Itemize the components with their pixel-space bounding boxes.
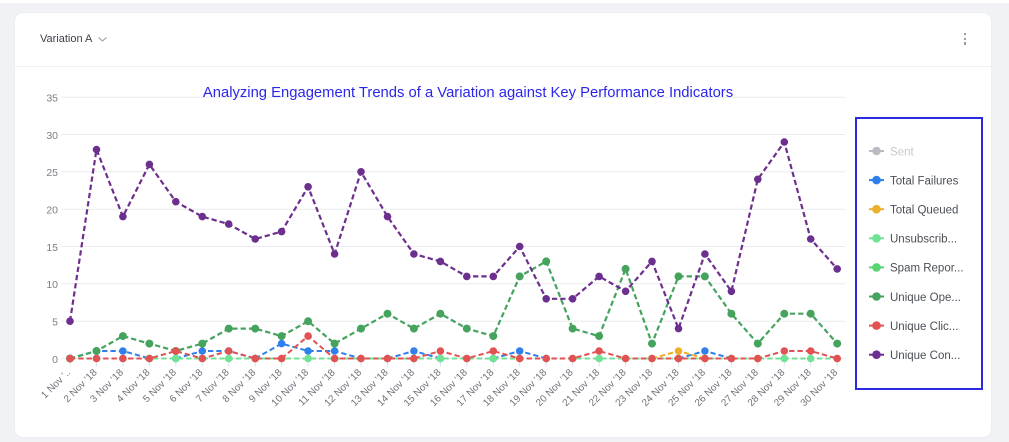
svg-text:35: 35	[46, 93, 58, 105]
svg-text:Analyzing Engagement Trends of: Analyzing Engagement Trends of a Variati…	[203, 85, 733, 101]
svg-text:30: 30	[46, 130, 58, 142]
svg-text:Spam Repor...: Spam Repor...	[890, 263, 964, 275]
svg-text:Unsubscrib...: Unsubscrib...	[890, 234, 957, 246]
svg-text:25: 25	[46, 167, 58, 179]
svg-text:20: 20	[46, 205, 58, 217]
svg-text:Unique Clic...: Unique Clic...	[890, 321, 958, 333]
svg-text:15: 15	[46, 242, 58, 254]
svg-text:Total Failures: Total Failures	[890, 175, 959, 187]
svg-text:Unique Con...: Unique Con...	[890, 350, 960, 362]
svg-text:Unique Ope...: Unique Ope...	[890, 292, 961, 304]
svg-text:0: 0	[52, 354, 58, 366]
svg-text:Sent: Sent	[890, 146, 914, 158]
svg-text:Total Queued: Total Queued	[890, 205, 958, 217]
svg-text:10: 10	[46, 279, 58, 291]
svg-text:5: 5	[52, 317, 58, 329]
